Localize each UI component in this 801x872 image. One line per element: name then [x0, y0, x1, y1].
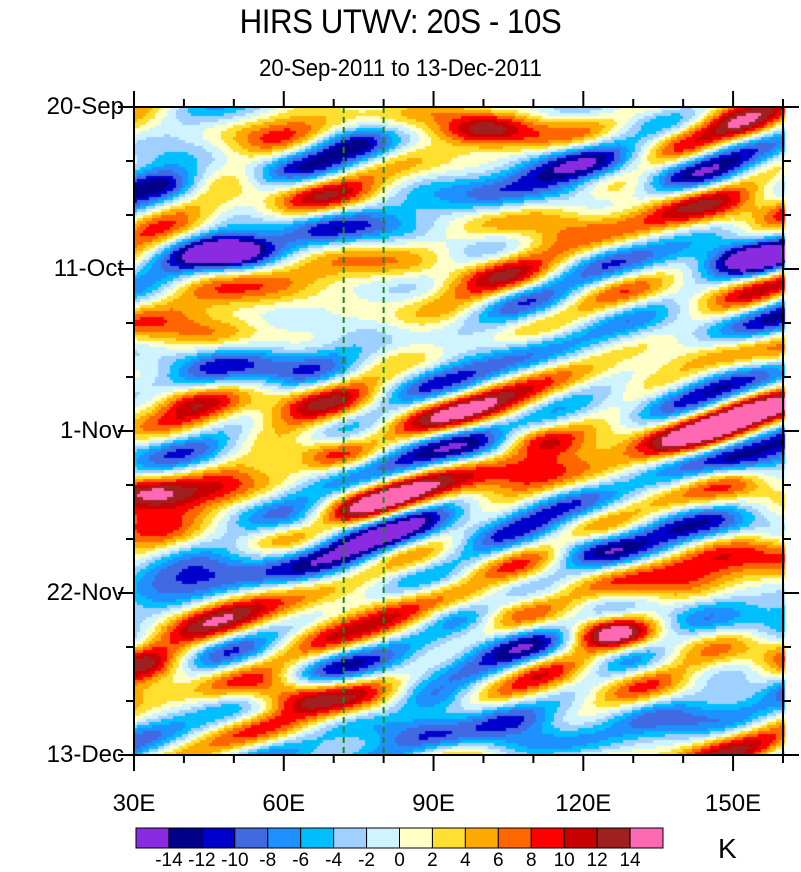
x-tick-label: 60E	[262, 790, 306, 817]
colorbar-tick-label: -12	[188, 850, 216, 871]
colorbar-tick-label: 6	[493, 850, 504, 871]
colorbar-tick-label: -14	[155, 850, 183, 871]
y-tick-label: 13-Dec	[46, 741, 124, 768]
colorbar-swatch	[267, 827, 302, 849]
colorbar-swatch	[530, 827, 565, 849]
x-tick-label: 150E	[705, 790, 762, 817]
colorbar-swatch	[366, 827, 400, 849]
colorbar-tick-label: 10	[553, 850, 575, 871]
colorbar-unit-label: K	[718, 833, 737, 864]
colorbar-swatch	[399, 827, 433, 849]
colorbar-swatch	[135, 827, 170, 849]
colorbar-tick-label: -8	[259, 850, 277, 871]
colorbar-swatch	[464, 827, 499, 849]
colorbar-tick-label: 4	[460, 850, 471, 871]
colorbar-swatch	[563, 827, 598, 849]
colorbar-swatch	[300, 827, 335, 849]
colorbar-tick-label: 12	[586, 850, 608, 871]
plot-border	[133, 106, 784, 756]
x-tick-label: 120E	[555, 790, 612, 817]
colorbar-tick-label: -10	[221, 850, 249, 871]
x-tick-label: 90E	[412, 790, 455, 817]
colorbar-swatch	[497, 827, 532, 849]
colorbar-swatch	[629, 827, 664, 849]
y-tick-label: 11-Oct	[53, 255, 124, 282]
colorbar-swatch	[168, 827, 203, 849]
colorbar-swatch	[201, 827, 236, 849]
colorbar-swatch	[234, 827, 269, 849]
colorbar-swatch	[596, 827, 631, 849]
colorbar-tick-label: -6	[292, 850, 310, 871]
colorbar-tick-label: -2	[358, 850, 376, 871]
x-tick-label: 30E	[112, 790, 156, 817]
colorbar-tick-label: 14	[619, 850, 641, 871]
colorbar-tick-label: 2	[427, 850, 438, 871]
y-tick-label: 1-Nov	[59, 417, 124, 444]
colorbar-tick-label: 0	[394, 850, 405, 871]
colorbar-tick-label: -4	[325, 850, 343, 871]
y-tick-label: 20-Sep	[46, 93, 124, 120]
colorbar-tick-label: 8	[525, 850, 537, 871]
y-tick-label: 22-Nov	[46, 579, 124, 606]
colorbar-swatch	[333, 827, 368, 849]
colorbar-swatch	[431, 827, 466, 849]
